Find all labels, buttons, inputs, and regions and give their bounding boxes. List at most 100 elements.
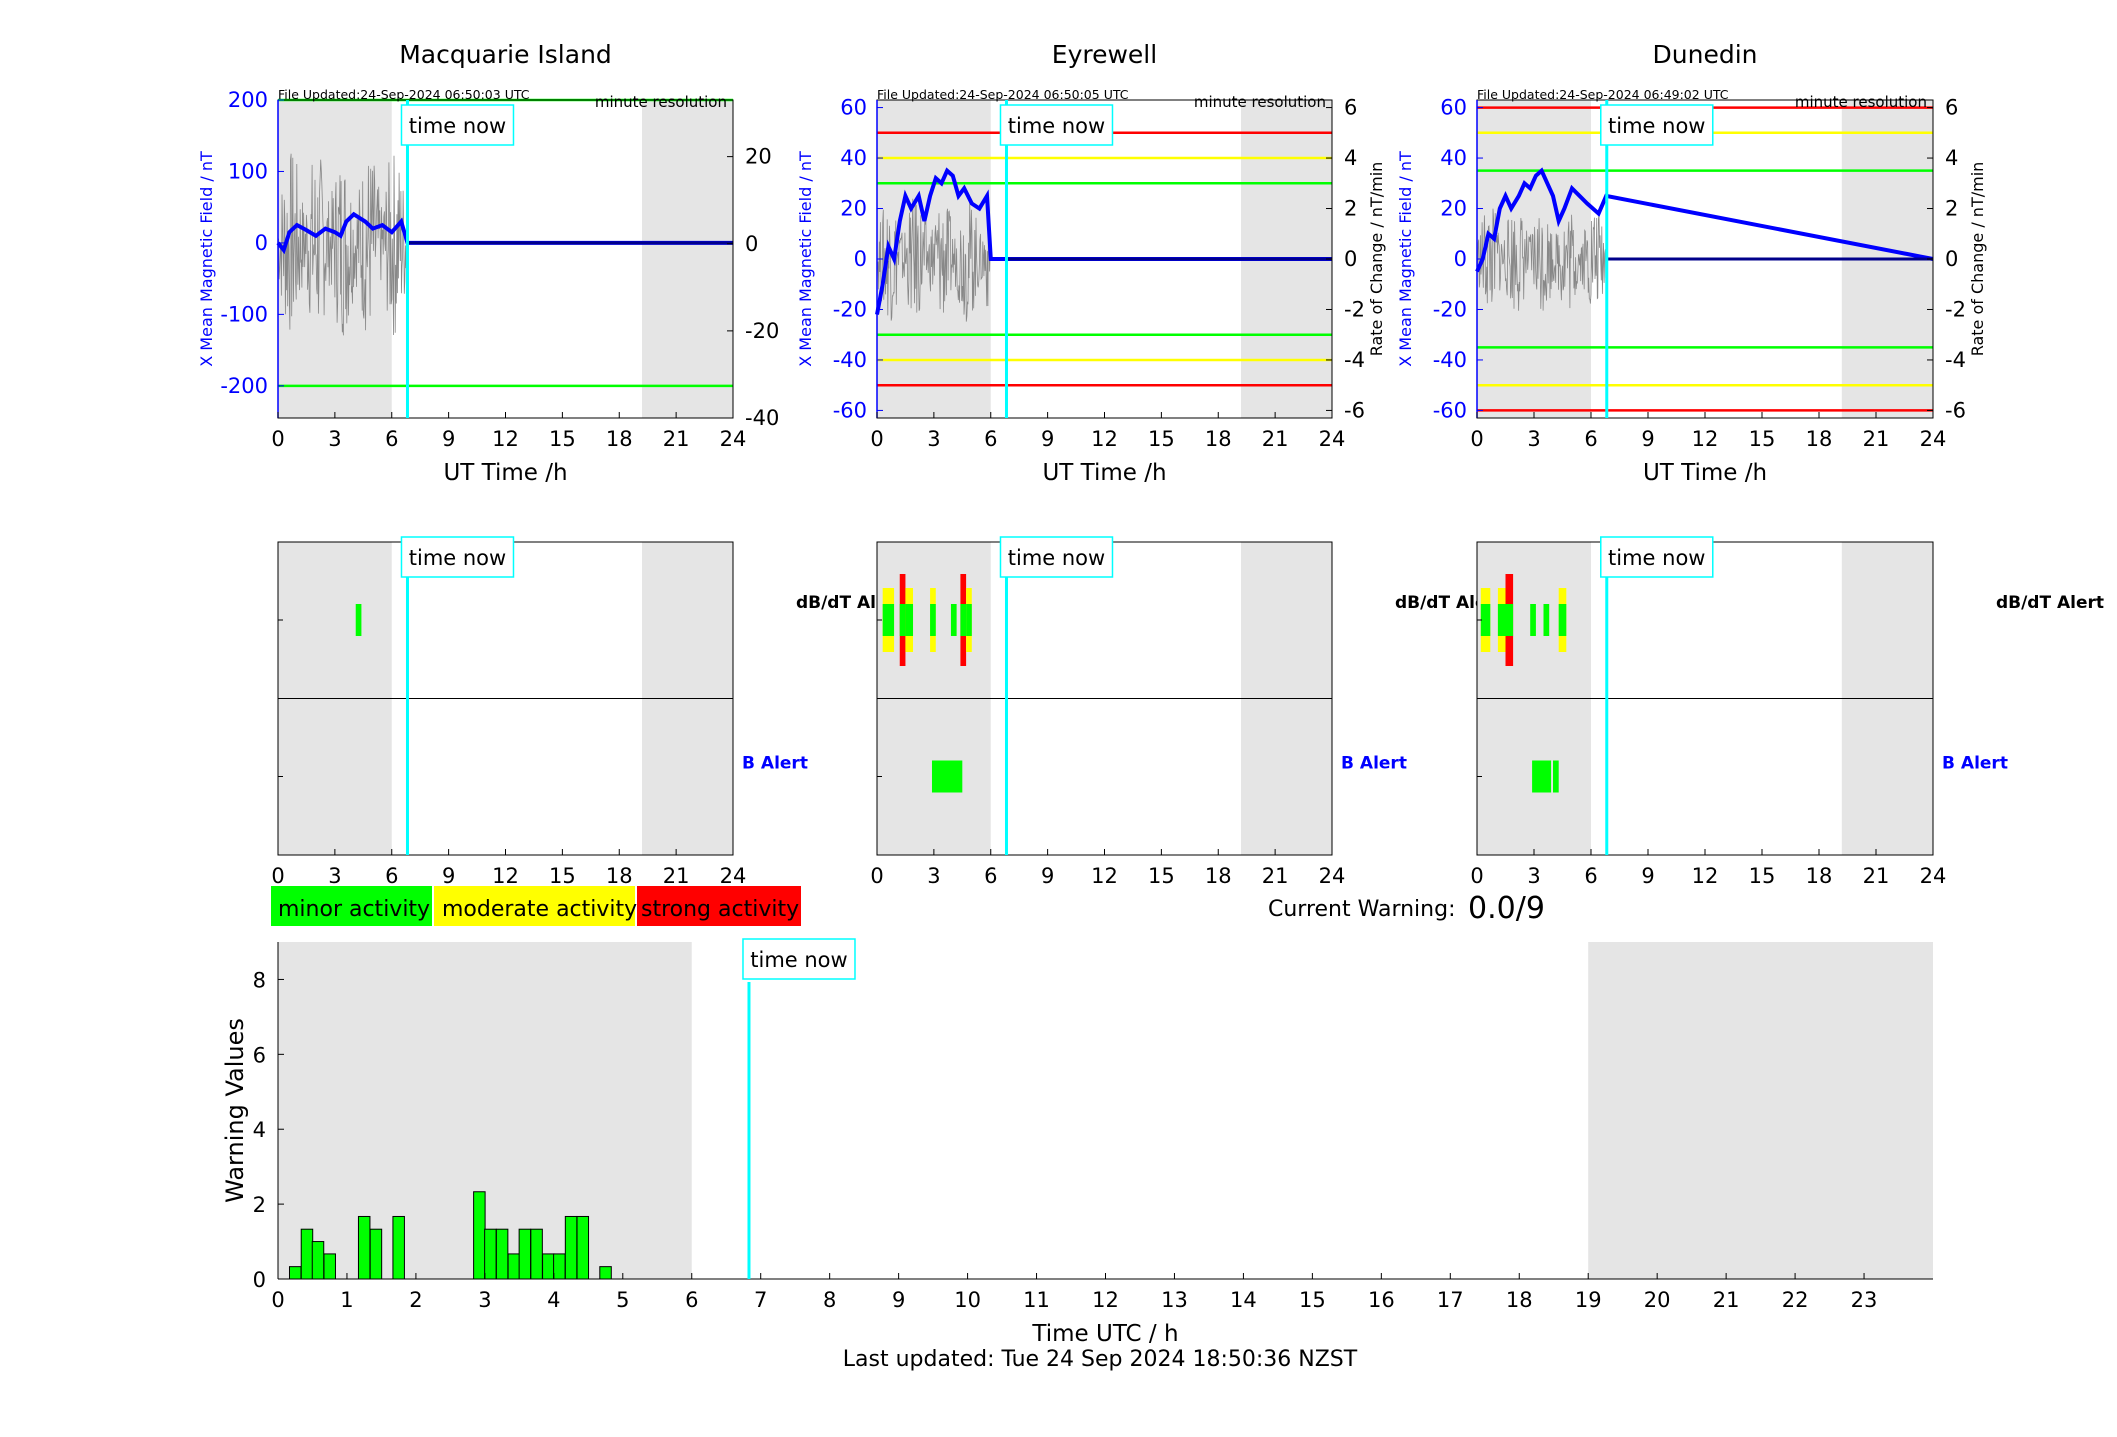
- x-tick-label: 24: [720, 427, 747, 451]
- dbdt-alert-label: dB/dT Alert: [1395, 593, 1503, 613]
- y-tick-label: 200: [228, 88, 268, 112]
- y2-tick-label: 4: [1945, 146, 1958, 170]
- alert-chart-dunedin: 0 3 6 9 12 15 18 21 24 dB/dT Alert B Alert time now: [1470, 536, 2104, 888]
- time-now-box: [999, 536, 1114, 578]
- time-now-box: [400, 536, 515, 578]
- y-tick-label: 60: [1440, 96, 1467, 120]
- y2-tick-label: -6: [1344, 398, 1365, 422]
- x-tick-label: 14: [1230, 1288, 1257, 1312]
- x-tick-label: 12: [492, 427, 519, 451]
- x-tick-label: 21: [1262, 427, 1289, 451]
- x-tick-label: 6: [685, 1288, 698, 1312]
- y2-tick-label: 6: [1945, 96, 1958, 120]
- dbdt-alert-core: [905, 604, 914, 636]
- magnetometer-chart-eyrewell: 0 3 6 9 12 15 18 21 24-60-40-200204060-6-4-20246…: [796, 40, 1386, 486]
- x-tick-label: 12: [1091, 427, 1118, 451]
- activity-legend: minor activity moderate activity strong …: [271, 886, 801, 926]
- x-tick-label: 9: [442, 427, 455, 451]
- x-tick-label: 12: [1692, 864, 1719, 888]
- x-tick-label: 4: [547, 1288, 560, 1312]
- x-tick-label: 3: [478, 1288, 491, 1312]
- warning-bar: [484, 1228, 497, 1280]
- magnetometer-chart-macquarie-island: 0 3 6 9 12 15 18 21 24-200-1000100200-40-20020Ma…: [197, 40, 779, 486]
- file-updated-label: File Updated:24-Sep-2024 06:50:05 UTC: [877, 87, 1129, 102]
- x-tick-label: 0: [1470, 864, 1483, 888]
- dbdt-alert-core: [1480, 604, 1491, 636]
- x-tick-label: 12: [492, 864, 519, 888]
- warning-bar: [599, 1266, 612, 1280]
- y-tick-label: 40: [1440, 146, 1467, 170]
- time-now-box: [1600, 536, 1714, 578]
- x-tick-label: 5: [616, 1288, 629, 1312]
- y-axis-label: Warning Values: [221, 1018, 249, 1203]
- dbdt-alert-core: [950, 604, 957, 636]
- legend-moderate-label: moderate activity: [442, 897, 637, 922]
- y2-tick-label: 4: [1344, 146, 1357, 170]
- last-updated: Last updated: Tue 24 Sep 2024 18:50:36 N…: [843, 1347, 1358, 1372]
- x-tick-label: 0: [271, 1288, 284, 1312]
- x-tick-label: 6: [984, 427, 997, 451]
- x-tick-label: 24: [1920, 427, 1947, 451]
- x-tick-label: 12: [1092, 1288, 1119, 1312]
- x-tick-label: 24: [1920, 864, 1947, 888]
- resolution-label: minute resolution: [1795, 93, 1927, 111]
- dbdt-alert-core: [1505, 604, 1514, 636]
- y-tick-label: -40: [1433, 348, 1467, 372]
- x-tick-label: 7: [754, 1288, 767, 1312]
- x-tick-label: 9: [1041, 427, 1054, 451]
- y-tick-label: 4: [253, 1118, 266, 1142]
- time-now-box: [1600, 104, 1714, 146]
- y-axis-label: X Mean Magnetic Field / nT: [1396, 151, 1415, 367]
- warning-bar: [564, 1215, 578, 1280]
- x-tick-label: 6: [1584, 427, 1597, 451]
- y-tick-label: 0: [854, 247, 867, 271]
- y-axis-label: X Mean Magnetic Field / nT: [197, 151, 216, 367]
- legend-strong-label: strong activity: [641, 897, 799, 922]
- legend-minor-label: minor activity: [278, 897, 430, 922]
- x-tick-label: 13: [1161, 1288, 1188, 1312]
- dbdt-alert-core: [882, 604, 895, 636]
- y2-tick-label: -2: [1344, 297, 1365, 321]
- x-tick-label: 18: [1205, 427, 1232, 451]
- x-tick-label: 12: [1091, 864, 1118, 888]
- legend-strong-swatch: [637, 886, 801, 926]
- x-tick-label: 0: [870, 864, 883, 888]
- x-axis-label: UT Time /h: [1042, 460, 1166, 486]
- x-tick-label: 16: [1368, 1288, 1395, 1312]
- chart-title: Eyrewell: [1052, 40, 1157, 69]
- x-tick-label: 12: [1692, 427, 1719, 451]
- b-alert-minor: [1532, 760, 1552, 793]
- warning-bar: [542, 1253, 555, 1280]
- b-alert-minor: [1553, 760, 1559, 793]
- dbdt-alert-core: [355, 604, 362, 636]
- warning-bar: [369, 1228, 383, 1280]
- legend-moderate-swatch: [434, 886, 635, 926]
- x-tick-label: 6: [984, 864, 997, 888]
- dbdt-alert-core: [960, 604, 967, 636]
- y-tick-label: 6: [253, 1043, 266, 1067]
- x-tick-label: 10: [954, 1288, 981, 1312]
- dbdt-alert-label: dB/dT Alert: [1996, 593, 2104, 613]
- x-tick-label: 15: [1749, 864, 1776, 888]
- current-warning-label: Current Warning:: [1268, 897, 1455, 922]
- x-tick-label: 21: [1713, 1288, 1740, 1312]
- y-tick-label: 8: [253, 968, 266, 992]
- x-tick-label: 3: [1527, 864, 1540, 888]
- y-tick-label: 40: [840, 146, 867, 170]
- x-tick-label: 2: [409, 1288, 422, 1312]
- y-tick-label: -200: [220, 374, 268, 398]
- x-field-series: [276, 211, 733, 255]
- x-tick-label: 0: [870, 427, 883, 451]
- warning-bar: [300, 1228, 314, 1280]
- y2-tick-label: 0: [745, 232, 758, 256]
- warning-bar: [495, 1228, 509, 1280]
- warning-bar: [357, 1215, 371, 1280]
- x-tick-label: 21: [663, 864, 690, 888]
- time-now-label: time now: [409, 546, 506, 570]
- y2-tick-label: 0: [1344, 247, 1357, 271]
- y2-tick-label: 2: [1945, 197, 1958, 221]
- x-axis-label: UT Time /h: [443, 460, 567, 486]
- file-updated-label: File Updated:24-Sep-2024 06:50:03 UTC: [278, 87, 530, 102]
- time-now-box: [742, 938, 856, 980]
